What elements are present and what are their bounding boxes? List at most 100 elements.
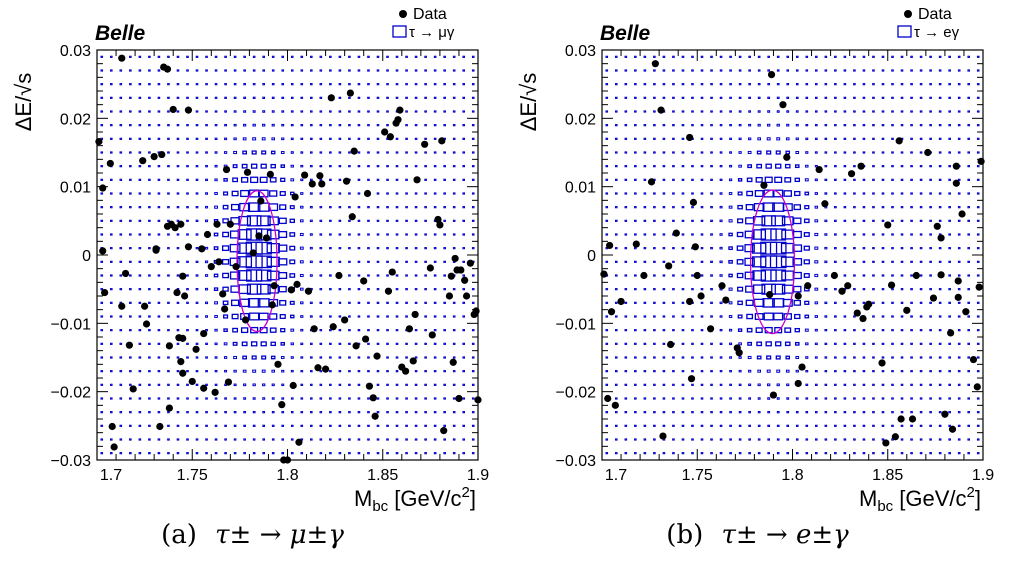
signal-mc-box bbox=[233, 150, 238, 155]
signal-mc-box bbox=[681, 370, 685, 373]
signal-mc-box bbox=[386, 233, 389, 236]
signal-mc-box bbox=[338, 452, 342, 455]
signal-mc-box bbox=[634, 124, 637, 127]
data-point bbox=[241, 316, 250, 324]
signal-mc-box bbox=[853, 55, 856, 58]
signal-mc-box bbox=[814, 260, 819, 264]
signal-mc-box bbox=[785, 369, 790, 373]
signal-mc-box bbox=[804, 314, 810, 319]
signal-mc-box bbox=[367, 370, 370, 373]
signal-mc-box bbox=[232, 327, 239, 333]
signal-mc-box bbox=[662, 452, 666, 455]
signal-mc-box bbox=[100, 69, 104, 72]
signal-mc-box bbox=[148, 329, 151, 332]
signal-mc-box bbox=[643, 342, 647, 345]
signal-mc-box bbox=[443, 424, 446, 427]
signal-mc-box bbox=[691, 452, 694, 455]
signal-mc-box bbox=[872, 192, 875, 195]
signal-mc-box bbox=[719, 328, 723, 332]
signal-mc-box bbox=[624, 342, 628, 345]
signal-mc-box bbox=[891, 356, 894, 359]
signal-mc-box bbox=[710, 55, 713, 58]
data-point bbox=[316, 172, 324, 180]
signal-mc-box bbox=[967, 83, 971, 86]
signal-mc-box bbox=[834, 96, 837, 99]
signal-mc-box bbox=[271, 369, 275, 373]
signal-mc-box bbox=[186, 165, 189, 168]
signal-mc-box bbox=[338, 110, 342, 113]
data-point bbox=[973, 383, 981, 391]
signal-mc-box bbox=[443, 370, 446, 373]
data-point bbox=[106, 159, 114, 168]
signal-mc-box bbox=[290, 369, 294, 373]
signal-mc-box bbox=[900, 69, 904, 72]
signal-mc-box bbox=[614, 219, 618, 222]
data-point bbox=[847, 170, 856, 178]
signal-mc-box bbox=[929, 206, 932, 209]
signal-mc-box bbox=[471, 329, 475, 332]
signal-mc-box bbox=[223, 356, 228, 359]
data-point bbox=[381, 128, 389, 136]
data-point bbox=[262, 234, 271, 242]
signal-mc-box bbox=[767, 383, 771, 387]
signal-mc-box bbox=[747, 341, 753, 346]
signal-mc-box bbox=[769, 255, 787, 269]
signal-mc-box bbox=[414, 124, 418, 127]
signal-mc-box bbox=[148, 315, 151, 318]
belle-brand-label: Belle bbox=[600, 22, 651, 45]
signal-mc-box bbox=[109, 110, 113, 113]
signal-mc-box bbox=[605, 165, 609, 168]
signal-mc-box bbox=[395, 96, 399, 99]
signal-mc-box bbox=[776, 69, 780, 72]
signal-mc-box bbox=[784, 327, 792, 333]
signal-mc-box bbox=[662, 329, 666, 332]
signal-mc-box bbox=[310, 110, 313, 113]
signal-mc-box bbox=[452, 137, 456, 140]
signal-mc-box bbox=[805, 96, 809, 99]
signal-mc-box bbox=[290, 342, 294, 346]
signal-mc-box bbox=[753, 298, 765, 308]
x-tick-label: 1.9 bbox=[972, 467, 994, 484]
signal-mc-box bbox=[329, 137, 332, 140]
signal-mc-box bbox=[290, 110, 294, 113]
signal-mc-box bbox=[376, 274, 380, 277]
signal-mc-box bbox=[794, 341, 800, 346]
signal-mc-box bbox=[119, 165, 123, 168]
signal-mc-box bbox=[853, 247, 856, 250]
signal-mc-box bbox=[853, 342, 856, 345]
y-tick-label: −0.02 bbox=[51, 385, 92, 402]
chart-panel-a: 1.7 1.75 1.8 1.85 1.9 0.03 0.02 0.01 0 −0.01 −0.02… bbox=[11, 6, 489, 550]
signal-mc-box bbox=[376, 69, 380, 72]
signal-mc-box bbox=[976, 411, 980, 414]
signal-mc-box bbox=[258, 312, 269, 321]
signal-mc-box bbox=[681, 329, 685, 332]
data-point bbox=[179, 272, 187, 280]
signal-mc-box bbox=[824, 192, 828, 195]
signal-mc-box bbox=[700, 424, 704, 427]
signal-mc-box bbox=[100, 329, 104, 332]
signal-mc-box bbox=[386, 383, 389, 386]
signal-mc-box bbox=[653, 342, 656, 345]
signal-mc-box bbox=[957, 124, 961, 127]
signal-mc-box bbox=[853, 124, 856, 127]
signal-mc-box bbox=[929, 438, 932, 441]
signal-mc-box bbox=[289, 300, 295, 305]
signal-mc-box bbox=[433, 411, 437, 414]
signal-mc-box bbox=[653, 206, 656, 209]
signal-mc-box bbox=[634, 206, 637, 209]
signal-mc-box bbox=[794, 190, 801, 197]
signal-mc-box bbox=[405, 315, 408, 318]
signal-mc-box bbox=[271, 452, 275, 455]
signal-mc-box bbox=[261, 150, 267, 155]
signal-mc-box bbox=[643, 206, 647, 209]
signal-mc-box bbox=[691, 411, 694, 414]
signal-mc-box bbox=[186, 383, 189, 386]
signal-mc-box bbox=[700, 329, 704, 332]
signal-mc-box bbox=[634, 233, 637, 236]
signal-mc-box bbox=[900, 165, 904, 168]
signal-mc-box bbox=[376, 288, 380, 291]
signal-mc-box bbox=[748, 123, 752, 127]
signal-mc-box bbox=[452, 219, 456, 222]
signal-mc-box bbox=[643, 83, 647, 86]
signal-mc-box bbox=[357, 452, 361, 455]
